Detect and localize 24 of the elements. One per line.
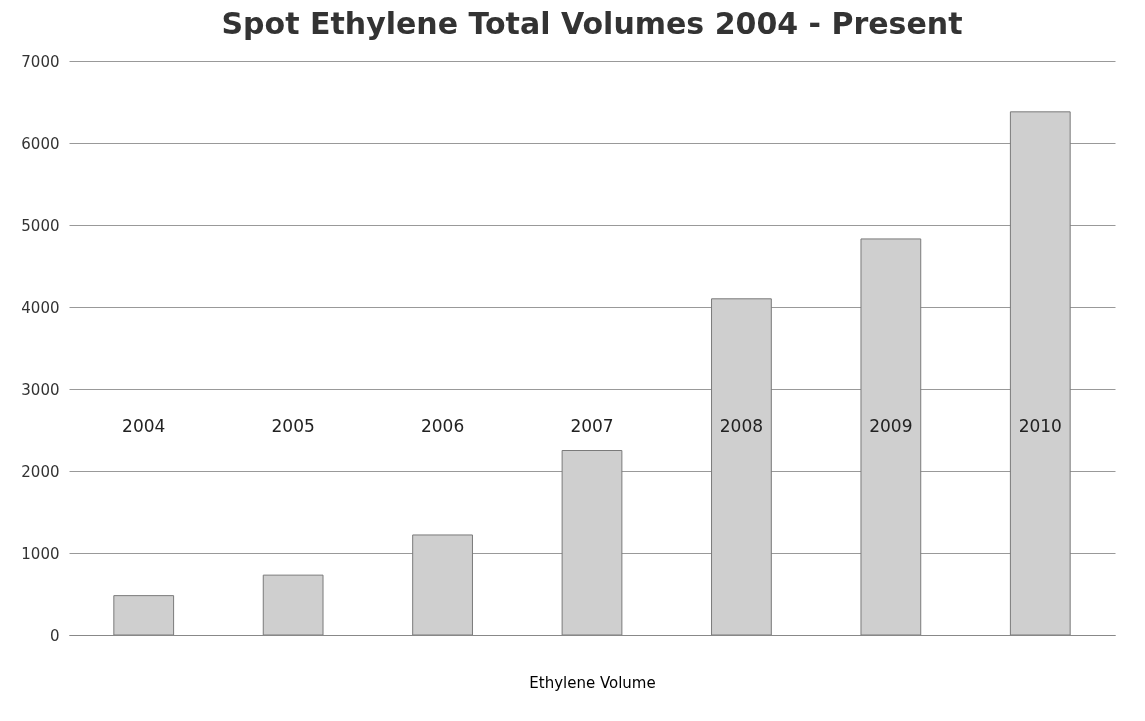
y-tick-label: 6000 — [21, 134, 60, 153]
x-axis-title: Ethylene Volume — [529, 673, 656, 692]
x-tick-label: 2006 — [420, 415, 465, 436]
bar — [561, 450, 623, 636]
y-tick-label: 2000 — [21, 462, 60, 481]
y-tick-label: 1000 — [21, 544, 60, 563]
bar — [262, 574, 324, 636]
y-tick-label: 3000 — [21, 380, 60, 399]
x-tick-label: 2010 — [1018, 415, 1062, 436]
bar — [711, 298, 772, 636]
y-tick-label: 7000 — [21, 52, 60, 71]
x-tick-label: 2008 — [719, 415, 764, 436]
bar — [412, 534, 473, 636]
bar — [113, 595, 175, 636]
chart-title: Spot Ethylene Total Volumes 2004 - Present — [221, 6, 963, 41]
x-tick-label: 2007 — [570, 415, 614, 436]
y-tick-label: 4000 — [21, 298, 60, 317]
x-tick-label: 2004 — [122, 415, 166, 436]
x-tick-label: 2005 — [271, 415, 315, 436]
bar — [860, 238, 922, 636]
x-tick-label: 2009 — [869, 415, 913, 436]
y-tick-label: 0 — [49, 626, 60, 645]
y-tick-label: 5000 — [21, 216, 60, 235]
bar — [1009, 111, 1071, 636]
